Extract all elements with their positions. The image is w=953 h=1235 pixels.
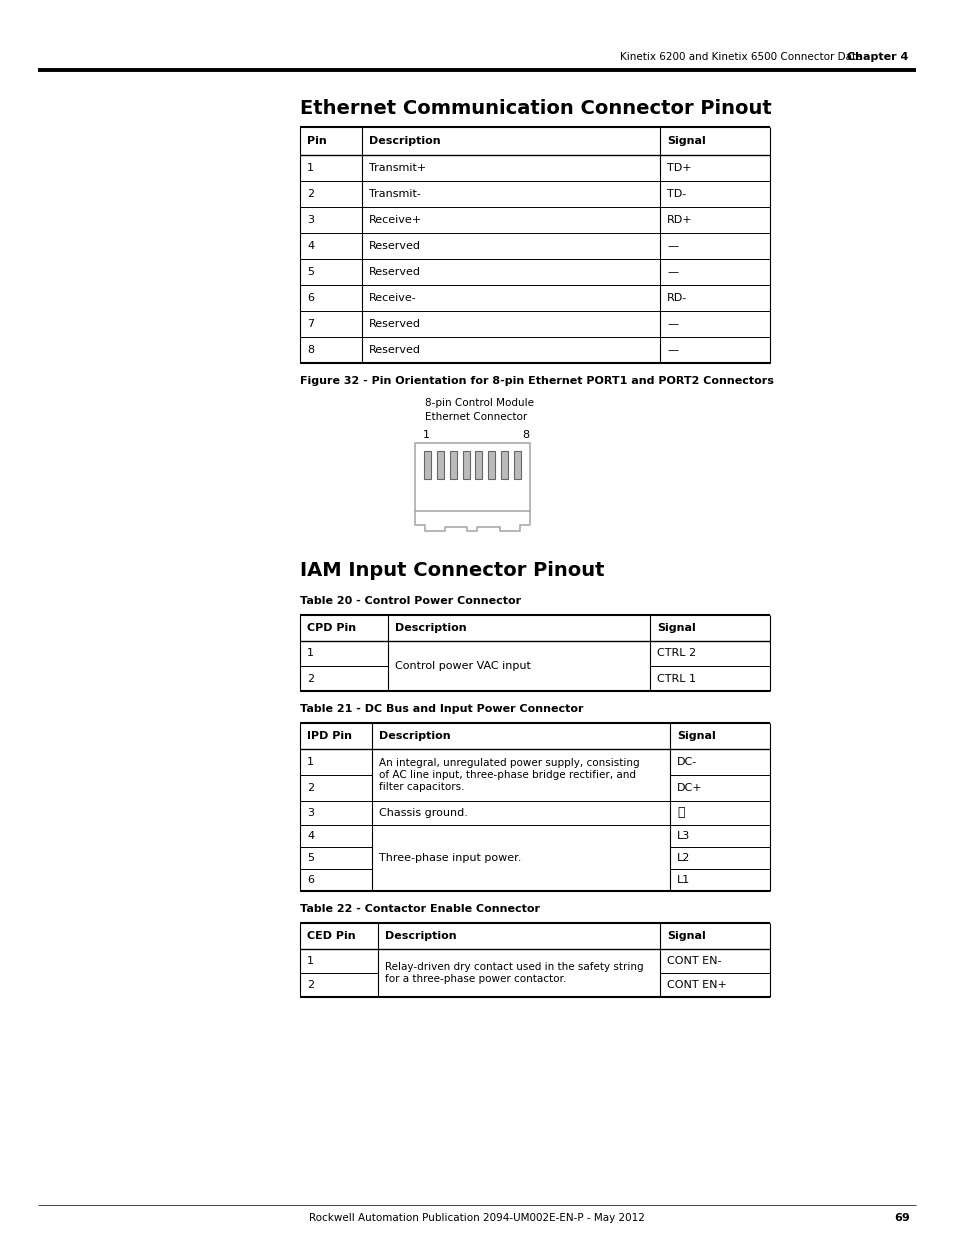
Text: 3: 3 bbox=[307, 215, 314, 225]
Text: 1: 1 bbox=[422, 430, 430, 440]
Text: Relay-driven dry contact used in the safety string
for a three-phase power conta: Relay-driven dry contact used in the saf… bbox=[385, 962, 643, 984]
Text: CTRL 1: CTRL 1 bbox=[657, 673, 696, 683]
Text: Transmit+: Transmit+ bbox=[369, 163, 426, 173]
Text: CPD Pin: CPD Pin bbox=[307, 622, 355, 634]
Text: Table 20 - Control Power Connector: Table 20 - Control Power Connector bbox=[299, 597, 520, 606]
Text: RD-: RD- bbox=[666, 293, 686, 303]
Text: Figure 32 - Pin Orientation for 8-pin Ethernet PORT1 and PORT2 Connectors: Figure 32 - Pin Orientation for 8-pin Et… bbox=[299, 375, 773, 387]
Text: RD+: RD+ bbox=[666, 215, 692, 225]
Text: IAM Input Connector Pinout: IAM Input Connector Pinout bbox=[299, 562, 604, 580]
Text: —: — bbox=[666, 241, 678, 251]
Text: 69: 69 bbox=[893, 1213, 909, 1223]
Text: Ethernet Connector: Ethernet Connector bbox=[424, 412, 527, 422]
Text: Rockwell Automation Publication 2094-UM002E-EN-P - May 2012: Rockwell Automation Publication 2094-UM0… bbox=[309, 1213, 644, 1223]
Text: L1: L1 bbox=[677, 876, 690, 885]
Bar bbox=[514, 451, 520, 479]
Text: CTRL 2: CTRL 2 bbox=[657, 648, 696, 658]
Text: 8: 8 bbox=[521, 430, 529, 440]
Text: Ethernet Communication Connector Pinout: Ethernet Communication Connector Pinout bbox=[299, 99, 771, 117]
Bar bbox=[500, 451, 508, 479]
Text: DC+: DC+ bbox=[677, 783, 702, 793]
Text: 1: 1 bbox=[307, 163, 314, 173]
Text: 4: 4 bbox=[307, 241, 314, 251]
Text: An integral, unregulated power supply, consisting
of AC line input, three-phase : An integral, unregulated power supply, c… bbox=[378, 758, 639, 792]
Text: Signal: Signal bbox=[677, 731, 715, 741]
Text: Table 22 - Contactor Enable Connector: Table 22 - Contactor Enable Connector bbox=[299, 904, 539, 914]
Text: DC-: DC- bbox=[677, 757, 697, 767]
Text: 8: 8 bbox=[307, 345, 314, 354]
Text: 2: 2 bbox=[307, 783, 314, 793]
Bar bbox=[423, 451, 431, 479]
Text: Description: Description bbox=[395, 622, 466, 634]
Text: Chapter 4: Chapter 4 bbox=[845, 52, 907, 62]
Text: Three-phase input power.: Three-phase input power. bbox=[378, 853, 521, 863]
Bar bbox=[488, 451, 495, 479]
Text: Signal: Signal bbox=[657, 622, 695, 634]
Text: Signal: Signal bbox=[666, 136, 705, 146]
Text: Description: Description bbox=[378, 731, 450, 741]
Text: 4: 4 bbox=[307, 831, 314, 841]
Text: Pin: Pin bbox=[307, 136, 327, 146]
Text: 5: 5 bbox=[307, 853, 314, 863]
Text: Control power VAC input: Control power VAC input bbox=[395, 661, 530, 671]
Text: Receive+: Receive+ bbox=[369, 215, 421, 225]
Text: Signal: Signal bbox=[666, 931, 705, 941]
Text: CONT EN-: CONT EN- bbox=[666, 956, 720, 966]
Text: Table 21 - DC Bus and Input Power Connector: Table 21 - DC Bus and Input Power Connec… bbox=[299, 704, 583, 714]
Text: Kinetix 6200 and Kinetix 6500 Connector Data: Kinetix 6200 and Kinetix 6500 Connector … bbox=[619, 52, 862, 62]
Text: —: — bbox=[666, 267, 678, 277]
Text: 8-pin Control Module: 8-pin Control Module bbox=[424, 398, 534, 408]
Text: 2: 2 bbox=[307, 981, 314, 990]
Text: CONT EN+: CONT EN+ bbox=[666, 981, 726, 990]
Text: Reserved: Reserved bbox=[369, 241, 420, 251]
Text: 7: 7 bbox=[307, 319, 314, 329]
Text: 5: 5 bbox=[307, 267, 314, 277]
Text: 1: 1 bbox=[307, 757, 314, 767]
Text: 1: 1 bbox=[307, 956, 314, 966]
Text: 2: 2 bbox=[307, 673, 314, 683]
Text: 6: 6 bbox=[307, 293, 314, 303]
Bar bbox=[449, 451, 456, 479]
Text: 3: 3 bbox=[307, 808, 314, 818]
Text: L3: L3 bbox=[677, 831, 690, 841]
Bar bbox=[436, 451, 443, 479]
Text: CED Pin: CED Pin bbox=[307, 931, 355, 941]
Text: ⏚: ⏚ bbox=[677, 806, 684, 820]
Bar bbox=[475, 451, 482, 479]
Text: —: — bbox=[666, 345, 678, 354]
Text: 1: 1 bbox=[307, 648, 314, 658]
Bar bbox=[415, 443, 530, 511]
Text: Description: Description bbox=[369, 136, 440, 146]
Text: Chassis ground.: Chassis ground. bbox=[378, 808, 467, 818]
Text: TD+: TD+ bbox=[666, 163, 691, 173]
Text: Description: Description bbox=[385, 931, 456, 941]
Text: —: — bbox=[666, 319, 678, 329]
Text: L2: L2 bbox=[677, 853, 690, 863]
Text: Receive-: Receive- bbox=[369, 293, 416, 303]
Text: Transmit-: Transmit- bbox=[369, 189, 420, 199]
Text: Reserved: Reserved bbox=[369, 345, 420, 354]
Text: Reserved: Reserved bbox=[369, 267, 420, 277]
Text: 6: 6 bbox=[307, 876, 314, 885]
Text: 2: 2 bbox=[307, 189, 314, 199]
Text: Reserved: Reserved bbox=[369, 319, 420, 329]
Text: IPD Pin: IPD Pin bbox=[307, 731, 352, 741]
Text: TD-: TD- bbox=[666, 189, 685, 199]
Bar bbox=[462, 451, 469, 479]
